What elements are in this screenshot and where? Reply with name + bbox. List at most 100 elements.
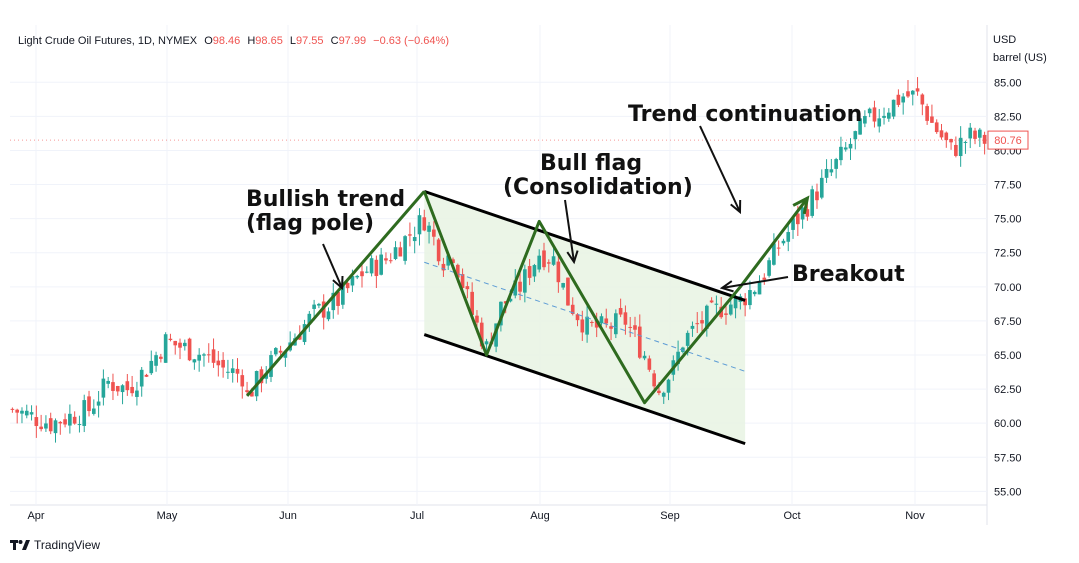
candle-body (235, 368, 240, 374)
y-axis: 55.00 57.50 60.00 62.50 65.00 67.50 70.00 72.50… (987, 77, 1029, 498)
candle-body (398, 247, 403, 257)
candle-body (700, 320, 704, 324)
candle-body (336, 291, 340, 306)
bull-flag-pointer-head (566, 250, 579, 265)
candle-body (843, 147, 848, 150)
flag-shading (424, 191, 746, 444)
candle-body (848, 143, 853, 149)
candle-body (72, 416, 77, 424)
chart-header: Light Crude Oil Futures, 1D, NYMEX O98.4… (18, 35, 449, 47)
candle-body (815, 191, 819, 201)
candle-body (259, 369, 264, 384)
candle-body (910, 90, 915, 95)
candle-body (599, 316, 604, 324)
candle-body (542, 250, 546, 268)
candle-body (58, 421, 63, 424)
candle-body (455, 264, 460, 278)
candle-body (867, 108, 872, 114)
candle-body (973, 130, 977, 139)
unit-label: barrel (US) (993, 52, 1047, 64)
candle-body (834, 159, 838, 169)
candle-body (331, 292, 336, 311)
candle-body (872, 107, 877, 122)
candle-body (388, 260, 393, 262)
x-tick-label: Sep (660, 510, 680, 522)
candle-body (360, 271, 364, 277)
candle-body (623, 312, 628, 325)
y-tick-label: 85.00 (994, 77, 1022, 89)
candle-body (982, 134, 987, 144)
candle-body (77, 424, 82, 426)
candle-body (685, 332, 690, 346)
candle-body (29, 412, 34, 415)
candle-body (513, 280, 518, 296)
candle-body (915, 88, 920, 92)
candle-body (264, 373, 269, 379)
candle-body (441, 263, 446, 271)
candle-body (427, 225, 431, 232)
y-tick-label: 72.50 (994, 248, 1022, 260)
candle-body (163, 334, 168, 363)
y-tick-label: 60.00 (994, 418, 1022, 430)
y-tick-label: 75.00 (994, 214, 1022, 226)
candle-body (518, 281, 522, 292)
candle-body (101, 378, 106, 398)
candle-body (896, 94, 901, 105)
candle-body (839, 146, 843, 161)
change-value: −0.63 (−0.64%) (373, 35, 449, 47)
candle-body (705, 305, 709, 329)
candle-body (130, 386, 134, 394)
candle-body (384, 258, 388, 261)
candle-body (752, 291, 757, 295)
candle-body (546, 262, 551, 264)
candle-body (776, 247, 781, 249)
candle-body (197, 354, 201, 361)
currency-label: USD (993, 34, 1017, 46)
candle-body (810, 189, 815, 216)
candle-body (250, 391, 254, 397)
candle-body (345, 282, 350, 289)
candle-body (585, 316, 589, 335)
y-tick-label: 65.00 (994, 350, 1022, 362)
candle-body (958, 137, 963, 157)
candle-body (709, 300, 714, 303)
candle-body (628, 326, 633, 328)
candle-body (216, 360, 221, 366)
trend-continuation-annotation: Trend continuation (628, 102, 863, 127)
y-tick-label: 62.50 (994, 384, 1022, 396)
tradingview-icon (10, 540, 30, 550)
candle-body (829, 169, 834, 173)
candle-body (954, 144, 958, 156)
candle-body (724, 313, 728, 315)
candle-body (877, 118, 882, 127)
x-tick-label: Jun (279, 510, 297, 522)
candle-body (10, 408, 15, 410)
candle-body (82, 400, 87, 426)
continuation-pointer (699, 125, 741, 213)
candle-body (858, 118, 862, 135)
candle-body (676, 351, 680, 365)
brand-name: TradingView (34, 538, 101, 552)
candle-body (245, 390, 249, 393)
tradingview-logo[interactable]: TradingView (10, 538, 100, 552)
candle-body (796, 213, 800, 225)
candle-body (743, 298, 747, 306)
candle-body (920, 94, 925, 105)
candle-body (523, 269, 527, 293)
candle-body (15, 409, 20, 413)
candle-body (341, 283, 345, 305)
open-label: O (204, 35, 213, 47)
candle-body (144, 374, 149, 377)
candle-body (230, 368, 235, 373)
candle-body (537, 255, 542, 270)
candle-body (963, 141, 968, 143)
x-tick-label: May (157, 510, 178, 522)
candle-body (805, 209, 810, 217)
continuation-pointer-head (730, 199, 742, 215)
candle-body (408, 234, 412, 236)
candle-body (106, 380, 110, 384)
symbol-title: Light Crude Oil Futures, 1D, NYMEX (18, 35, 198, 47)
candle-body (44, 423, 48, 429)
candle-body (202, 354, 206, 356)
y-tick-label: 67.50 (994, 316, 1022, 328)
